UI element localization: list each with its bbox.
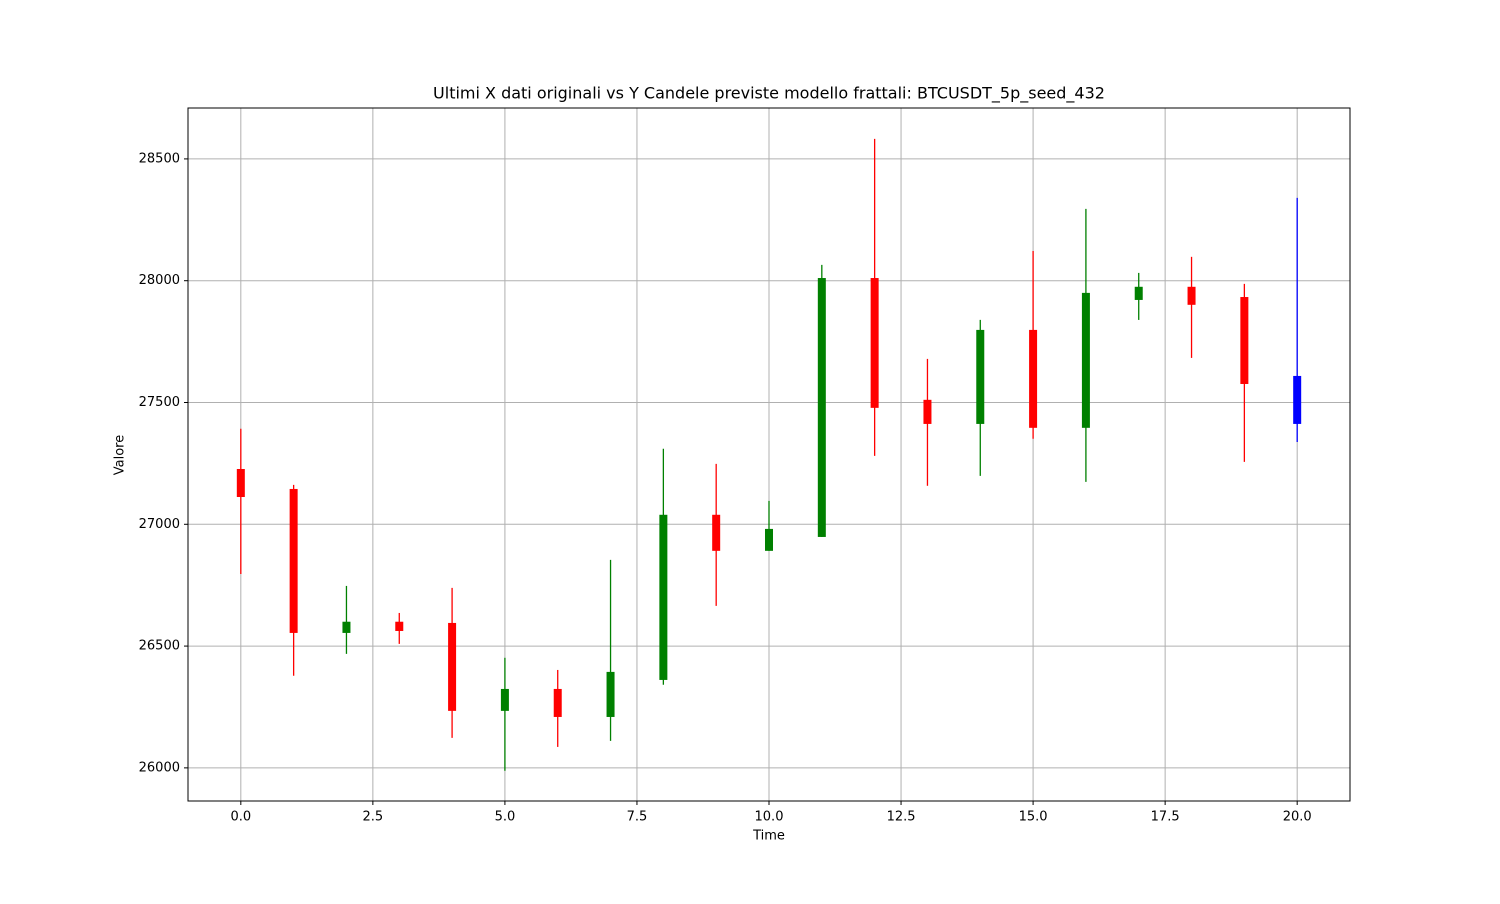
candle-body [1029,329,1038,428]
candle-body [448,622,457,711]
x-tick-label: 15.0 [1019,810,1048,825]
candle-body [1293,375,1302,424]
y-tick-label: 28000 [139,273,180,288]
candle-body [395,621,404,631]
x-axis-label: Time [752,829,785,844]
candle-body [765,528,773,551]
candle-body [1240,297,1249,384]
x-tick-label: 20.0 [1283,810,1312,825]
candle-body [289,488,298,633]
y-tick-label: 26000 [139,760,180,775]
x-tick-label: 12.5 [887,810,916,825]
candle-body [342,621,351,633]
candle-body [1134,286,1143,300]
candle-body [553,688,562,717]
candle-body [1187,286,1196,305]
x-tick-label: 0.0 [230,810,251,825]
candle-body [236,468,245,498]
candle-body [817,278,826,537]
x-tick-label: 2.5 [363,810,384,825]
candle-body [659,514,668,680]
candle-body [712,514,721,551]
plot-frame [187,107,1351,802]
y-tick-label: 26500 [139,639,180,654]
y-axis-label: Valore [113,435,128,475]
y-tick-label: 27000 [139,517,180,532]
x-tick-label: 17.5 [1151,810,1180,825]
candle-body [500,688,509,711]
candle-body [976,329,985,424]
candle-body [1081,292,1090,428]
y-tick-label: 27500 [139,395,180,410]
candle-body [923,399,932,424]
chart-title: Ultimi X dati originali vs Y Candele pre… [433,84,1105,104]
candle-body [870,278,879,408]
candle-body [606,671,615,717]
x-tick-label: 5.0 [495,810,516,825]
x-tick-label: 7.5 [627,810,648,825]
y-tick-label: 28500 [139,151,180,166]
x-tick-label: 10.0 [755,810,784,825]
